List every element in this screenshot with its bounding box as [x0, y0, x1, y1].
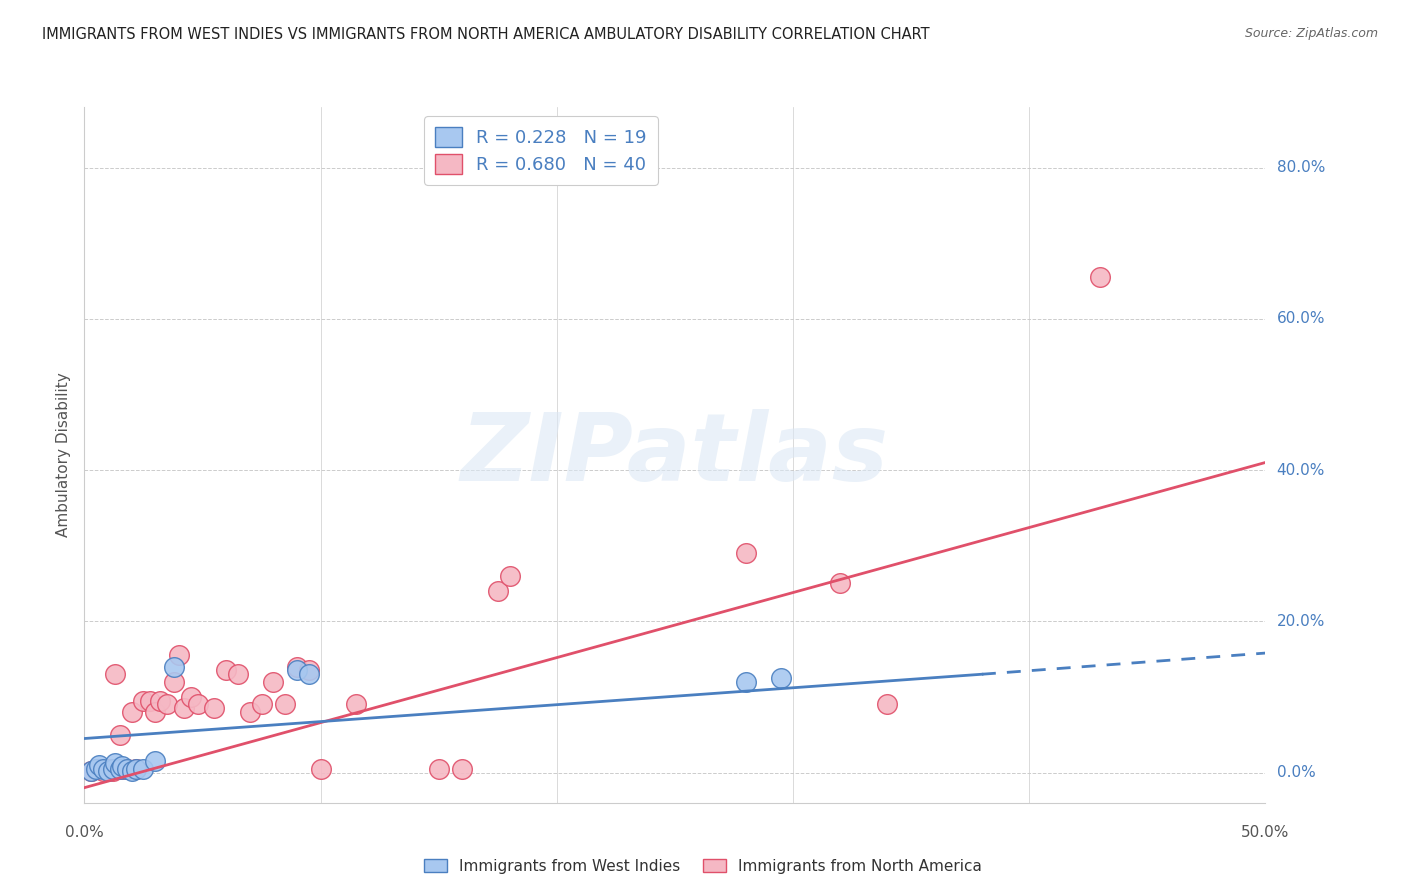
Point — [149, 694, 172, 708]
Point — [202, 701, 225, 715]
Point — [486, 584, 509, 599]
Point — [80, 764, 103, 778]
Text: IMMIGRANTS FROM WEST INDIES VS IMMIGRANTS FROM NORTH AMERICA AMBULATORY DISABILI: IMMIGRANTS FROM WEST INDIES VS IMMIGRANT… — [42, 27, 929, 42]
Point — [173, 701, 195, 715]
Point — [80, 764, 103, 778]
Legend: Immigrants from West Indies, Immigrants from North America: Immigrants from West Indies, Immigrants … — [418, 853, 988, 880]
Point — [101, 764, 124, 778]
Point — [121, 705, 143, 719]
Point — [97, 764, 120, 778]
Point — [91, 764, 114, 778]
Point — [101, 762, 124, 776]
Point — [830, 576, 852, 591]
Point — [111, 759, 134, 773]
Text: 60.0%: 60.0% — [1277, 311, 1324, 326]
Point — [298, 667, 321, 681]
Point — [262, 674, 284, 689]
Point — [344, 698, 367, 712]
Point — [132, 694, 155, 708]
Text: 50.0%: 50.0% — [1241, 825, 1289, 840]
Point — [1088, 270, 1111, 285]
Point — [309, 762, 332, 776]
Point — [274, 698, 297, 712]
Point — [115, 762, 138, 776]
Point — [187, 698, 209, 712]
Point — [734, 546, 756, 560]
Point — [87, 758, 110, 772]
Point — [84, 762, 107, 776]
Point — [427, 762, 450, 776]
Point — [111, 762, 134, 776]
Point — [104, 756, 127, 771]
Text: ZIPatlas: ZIPatlas — [461, 409, 889, 501]
Text: 20.0%: 20.0% — [1277, 614, 1324, 629]
Point — [498, 569, 520, 583]
Point — [285, 659, 308, 673]
Point — [97, 762, 120, 776]
Point — [298, 664, 321, 678]
Point — [250, 698, 273, 712]
Point — [125, 762, 148, 776]
Point — [121, 764, 143, 778]
Text: 0.0%: 0.0% — [1277, 765, 1316, 780]
Point — [167, 648, 190, 663]
Y-axis label: Ambulatory Disability: Ambulatory Disability — [56, 373, 72, 537]
Point — [108, 762, 131, 776]
Point — [143, 754, 166, 768]
Point — [108, 728, 131, 742]
Point — [115, 762, 138, 776]
Text: 0.0%: 0.0% — [65, 825, 104, 840]
Point — [91, 762, 114, 776]
Point — [84, 762, 107, 776]
Text: Source: ZipAtlas.com: Source: ZipAtlas.com — [1244, 27, 1378, 40]
Point — [770, 671, 793, 685]
Point — [215, 664, 238, 678]
Point — [180, 690, 202, 704]
Point — [285, 664, 308, 678]
Point — [239, 705, 262, 719]
Point — [451, 762, 474, 776]
Point — [104, 667, 127, 681]
Point — [156, 698, 179, 712]
Point — [125, 762, 148, 776]
Point — [876, 698, 898, 712]
Text: 80.0%: 80.0% — [1277, 160, 1324, 175]
Legend: R = 0.228   N = 19, R = 0.680   N = 40: R = 0.228 N = 19, R = 0.680 N = 40 — [425, 116, 658, 185]
Point — [132, 762, 155, 776]
Point — [734, 674, 756, 689]
Point — [143, 705, 166, 719]
Point — [163, 674, 186, 689]
Point — [163, 659, 186, 673]
Point — [139, 694, 162, 708]
Text: 40.0%: 40.0% — [1277, 463, 1324, 477]
Point — [226, 667, 249, 681]
